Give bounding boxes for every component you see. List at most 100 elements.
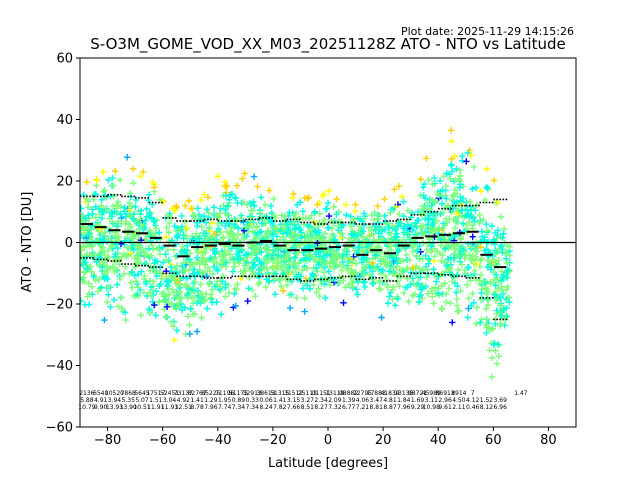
data-point [482, 321, 489, 328]
bin-stat-value: 8.12 [480, 404, 494, 411]
bin-stat-value: 8.81 [370, 404, 384, 411]
data-point [477, 271, 485, 278]
std-dot [389, 280, 391, 282]
data-point [427, 227, 434, 234]
std-dot [210, 218, 212, 221]
data-point [291, 222, 298, 229]
data-point [488, 373, 495, 381]
std-dot [82, 257, 85, 259]
data-point [206, 267, 213, 275]
data-point [483, 329, 490, 337]
data-point [112, 250, 119, 258]
data-point [387, 246, 395, 254]
data-point [270, 212, 278, 219]
std-dot [341, 275, 344, 278]
data-point [261, 201, 269, 208]
data-point [170, 322, 177, 330]
data-point [423, 274, 430, 281]
std-dot [402, 275, 405, 278]
data-point [430, 174, 438, 182]
data-point [105, 235, 112, 243]
data-point [124, 252, 132, 259]
std-dot [361, 278, 364, 281]
data-point [492, 297, 500, 304]
std-dot [147, 264, 149, 267]
data-point [342, 211, 350, 219]
data-point [194, 249, 201, 256]
bin-stat-value: 10.98 [423, 404, 440, 411]
data-point [299, 208, 307, 215]
data-point [126, 206, 133, 214]
data-point [483, 305, 490, 312]
data-point [425, 215, 433, 222]
data-point [251, 202, 258, 209]
data-point [156, 229, 163, 236]
bin-stat-value: 17517 [146, 390, 165, 397]
std-dot [474, 277, 477, 279]
std-dot [268, 217, 270, 219]
data-point [288, 291, 295, 298]
data-point [415, 298, 423, 306]
std-dot [444, 207, 446, 210]
data-point [85, 230, 93, 237]
data-point [233, 286, 240, 293]
data-point [340, 299, 347, 306]
std-dot [162, 217, 165, 219]
std-dot [410, 214, 413, 216]
data-point [101, 275, 108, 282]
data-point [435, 224, 443, 232]
std-dot [190, 275, 192, 278]
bin-stat-value: 9.61 [438, 404, 452, 411]
data-point [288, 228, 296, 236]
data-point [146, 309, 154, 317]
std-dot [358, 278, 361, 281]
data-point [469, 185, 476, 193]
std-dot [107, 260, 110, 262]
bin-stat-value: 8914 [451, 390, 466, 397]
data-point [145, 245, 153, 253]
std-dot [430, 272, 433, 275]
data-point [283, 229, 290, 236]
data-point [409, 227, 416, 234]
std-dot [314, 278, 316, 281]
data-point [480, 216, 487, 224]
data-point [448, 168, 456, 175]
std-dot [93, 258, 96, 261]
data-point [376, 212, 384, 219]
std-dot [135, 264, 137, 267]
std-dot [306, 221, 309, 224]
data-point [84, 203, 92, 211]
data-point [305, 227, 313, 235]
data-point [403, 265, 410, 273]
data-point [458, 207, 465, 214]
data-point [333, 195, 340, 203]
data-point [203, 305, 211, 312]
std-dot [427, 210, 430, 213]
data-point [224, 203, 231, 210]
data-point [443, 170, 450, 177]
bin-stat-value: 1.47 [514, 390, 528, 397]
data-point [389, 270, 397, 278]
data-point [135, 284, 142, 291]
data-point [403, 226, 411, 234]
data-point [483, 165, 491, 172]
std-dot [278, 275, 281, 278]
data-point [166, 219, 173, 227]
data-point [118, 294, 125, 301]
data-point [114, 198, 122, 205]
data-point [137, 221, 145, 228]
std-dot [482, 297, 485, 299]
data-point [460, 246, 467, 254]
x-axis: −80 −60 −40 −20 0 20 40 60 80 [94, 427, 557, 448]
std-dot [465, 277, 468, 279]
data-point [171, 207, 179, 214]
data-point [240, 235, 248, 243]
data-point [302, 275, 310, 282]
data-point [424, 199, 431, 207]
bin-stat-value: 13118 [325, 390, 344, 397]
data-point [133, 291, 141, 298]
data-point [303, 282, 311, 289]
data-point [191, 266, 198, 273]
data-point [88, 206, 96, 213]
data-point [465, 305, 472, 312]
